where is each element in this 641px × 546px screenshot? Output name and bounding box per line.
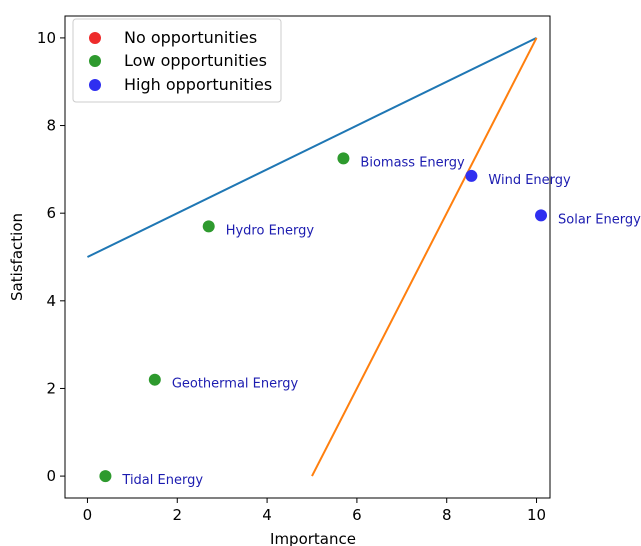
x-tick-label: 10: [527, 506, 546, 524]
point-wind-energy: [465, 169, 478, 182]
reference-lines: [87, 37, 538, 477]
point-hydro-energy: [202, 220, 215, 233]
point-labels: Tidal Energy Geothermal Energy Hydro Energ…: [121, 155, 641, 488]
legend: No opportunities Low opportunities High …: [72, 18, 282, 103]
reference-line-2: [311, 37, 538, 477]
x-tick-label: 2: [172, 506, 182, 524]
y-tick-label: 2: [46, 379, 56, 397]
point-label-solar-energy: Solar Energy: [558, 212, 641, 227]
legend-label-low-opportunities: Low opportunities: [124, 51, 267, 70]
point-biomass-energy: [337, 152, 350, 165]
point-label-biomass-energy: Biomass Energy: [360, 155, 465, 170]
legend-box: [72, 18, 282, 103]
data-points: [99, 152, 548, 483]
x-axis-title: Importance: [270, 530, 356, 546]
point-label-wind-energy: Wind Energy: [488, 173, 571, 188]
y-tick-label: 0: [46, 467, 56, 485]
y-tick-label: 4: [46, 292, 56, 310]
axis-ticks: 0 2 4 6 8 10 0 2 4 6 8 10: [37, 29, 546, 524]
y-axis-title: Satisfaction: [8, 213, 26, 301]
point-label-geothermal-energy: Geothermal Energy: [172, 377, 299, 392]
y-tick-label: 6: [46, 204, 56, 222]
y-tick-label: 10: [37, 29, 56, 47]
x-tick-label: 4: [262, 506, 272, 524]
point-geothermal-energy: [148, 373, 161, 386]
reference-line-1: [87, 37, 537, 258]
y-tick-label: 8: [46, 117, 56, 135]
legend-marker-high-opportunities: [89, 79, 101, 91]
x-tick-label: 8: [442, 506, 452, 524]
point-label-hydro-energy: Hydro Energy: [226, 223, 315, 238]
x-tick-label: 6: [352, 506, 362, 524]
x-tick-label: 0: [83, 506, 93, 524]
legend-label-high-opportunities: High opportunities: [124, 75, 272, 94]
legend-marker-no-opportunities: [89, 32, 101, 44]
point-label-tidal-energy: Tidal Energy: [121, 473, 203, 488]
point-tidal-energy: [99, 470, 112, 483]
point-solar-energy: [535, 209, 548, 222]
legend-marker-low-opportunities: [89, 55, 101, 67]
legend-label-no-opportunities: No opportunities: [124, 28, 257, 47]
